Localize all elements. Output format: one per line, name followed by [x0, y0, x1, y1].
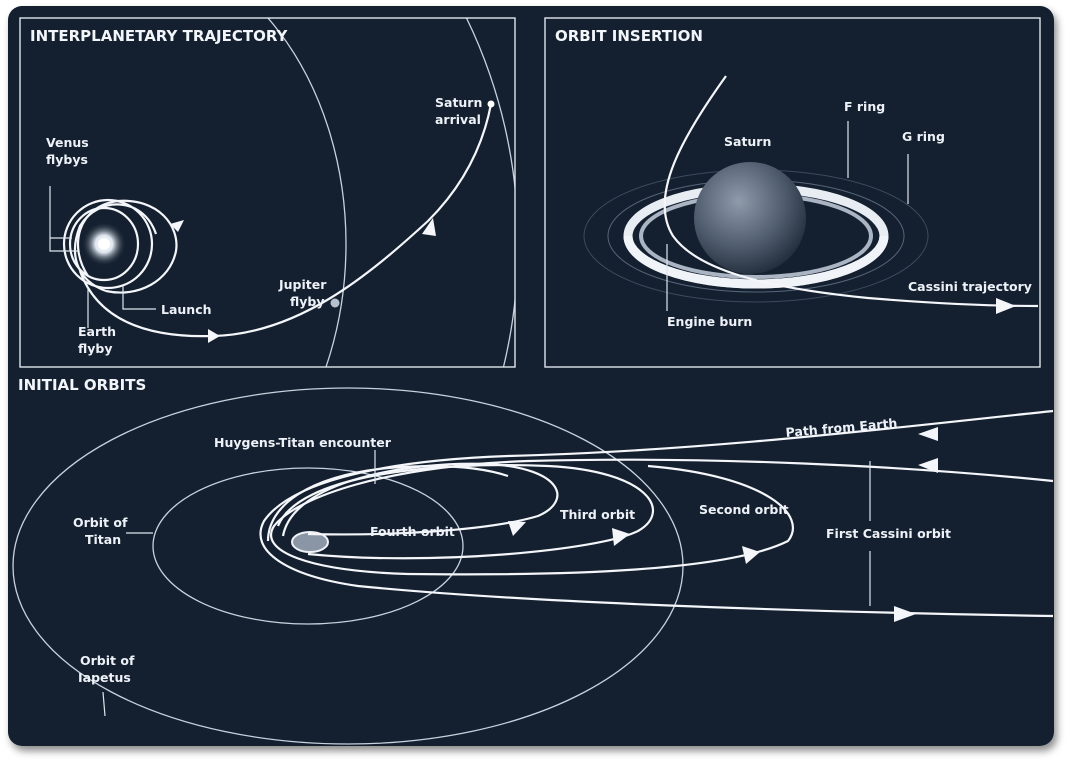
jupiter-marker — [330, 298, 340, 308]
second-orbit-label: Second orbit — [699, 502, 789, 517]
front-ring-arc — [623, 235, 889, 289]
jupiter-label-1: Jupiter — [278, 277, 327, 292]
saturn-label-2: arrival — [435, 112, 481, 127]
third-orbit-arrow — [612, 528, 630, 546]
interplanetary-panel: INTERPLANETARY TRAJECTORY Venus flybys S… — [19, 17, 516, 368]
saturn-body — [694, 162, 806, 274]
loop-arrow — [170, 220, 184, 232]
interplanetary-title: INTERPLANETARY TRAJECTORY — [30, 27, 289, 45]
insertion-arrow — [996, 298, 1016, 314]
jupiter-orbit — [267, 18, 347, 367]
saturn-label: Saturn — [724, 134, 771, 149]
fourth-orbit-label: Fourth orbit — [370, 524, 455, 539]
titan-orbit — [152, 467, 464, 625]
initial-orbits-panel: INITIAL ORBITS Huygens-Titan encounter P… — [12, 376, 1054, 745]
venus-label-1: Venus — [46, 135, 89, 150]
earth-label-2: flyby — [78, 341, 113, 356]
cruise-trajectory — [78, 103, 493, 338]
venus-label-2: flybys — [46, 152, 88, 167]
huygens-label: Huygens-Titan encounter — [214, 435, 392, 450]
launch-label: Launch — [161, 302, 212, 317]
sun-core — [98, 238, 110, 250]
titan-label-2: Titan — [85, 532, 121, 547]
saturn-label-1: Saturn — [435, 95, 482, 110]
saturn-small — [291, 531, 329, 553]
launch-leader — [122, 286, 156, 310]
g-ring-label: G ring — [902, 129, 945, 144]
fourth-orbit-path — [281, 462, 559, 537]
f-ring-label: F ring — [844, 99, 885, 114]
iapetus-leader — [102, 691, 106, 717]
jupiter-label-2: flyby — [290, 294, 325, 309]
orbit-insertion-title: ORBIT INSERTION — [555, 27, 703, 45]
orbit-insertion-frame — [544, 17, 1041, 368]
second-orbit-arrow — [742, 546, 760, 564]
background — [8, 6, 1054, 746]
trajectory-arrow-1 — [208, 329, 220, 343]
initial-orbits-title: INITIAL ORBITS — [18, 376, 146, 394]
diagram-card: INTERPLANETARY TRAJECTORY Venus flybys S… — [8, 6, 1054, 746]
venus-orbit — [68, 206, 140, 282]
iapetus-label-1: Orbit of — [80, 653, 135, 668]
earth-orbit — [62, 198, 154, 290]
cassini-trajectory-diagram: INTERPLANETARY TRAJECTORY Venus flybys S… — [8, 6, 1054, 746]
cassini-trajectory-label: Cassini trajectory — [908, 279, 1032, 294]
venus-leader-1 — [49, 186, 78, 252]
inner-orbit-strand — [266, 464, 509, 542]
engine-burn-label: Engine burn — [667, 314, 752, 329]
orbit-insertion-panel: ORBIT INSERTION Saturn F ring G ring Cas… — [544, 17, 1041, 368]
venus-loop-path — [76, 199, 178, 294]
cassini-insertion-path — [663, 75, 1039, 308]
first-orbit-arrow — [894, 606, 916, 622]
earth-label-1: Earth — [78, 324, 116, 339]
path-from-earth-arrow — [918, 427, 938, 441]
saturn-marker — [487, 100, 495, 108]
first-orbit-label: First Cassini orbit — [826, 526, 951, 541]
interplanetary-frame — [19, 17, 516, 368]
titan-label-1: Orbit of — [73, 515, 128, 530]
fourth-orbit-arrow — [508, 521, 526, 536]
earth-arrow-2 — [918, 458, 938, 473]
second-orbit-path — [270, 458, 1054, 576]
first-orbit-path — [259, 409, 1054, 618]
iapetus-label-2: Iapetus — [78, 670, 131, 685]
inner-loop-path — [73, 203, 158, 293]
third-orbit-label: Third orbit — [560, 507, 635, 522]
trajectory-arrow-2 — [422, 218, 436, 236]
